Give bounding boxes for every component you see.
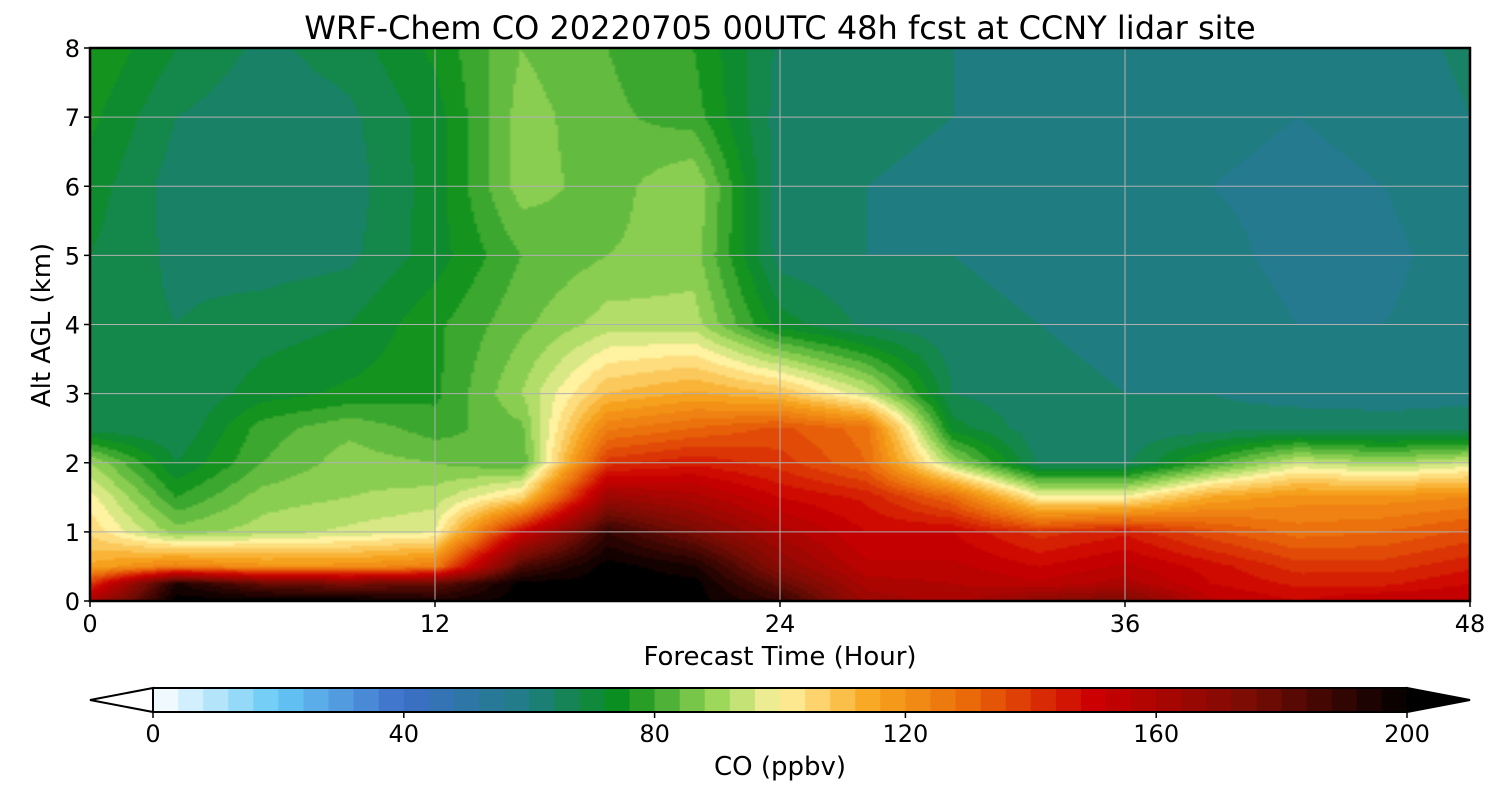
x-axis-label: Forecast Time (Hour) (643, 642, 916, 672)
colorbar-label: CO (ppbv) (714, 752, 846, 782)
colorbar-tick-label: 40 (389, 720, 420, 748)
colorbar-band (629, 688, 656, 712)
colorbar-band (378, 688, 405, 712)
colorbar-band (1306, 688, 1333, 712)
x-tick-label: 12 (420, 610, 451, 638)
y-axis: 0 1 2 3 4 5 6 7 8 (65, 35, 90, 616)
colorbar-band (1381, 688, 1407, 712)
y-tick-label: 4 (65, 312, 80, 340)
colorbar-tick-label: 0 (145, 720, 160, 748)
y-tick-label: 8 (65, 35, 80, 63)
colorbar-band (579, 688, 606, 712)
colorbar-band (278, 688, 305, 712)
y-tick-label: 7 (65, 104, 80, 132)
colorbar-band (554, 688, 580, 712)
colorbar-max-extension (1406, 686, 1471, 714)
colorbar-band (729, 688, 756, 712)
colorbar-band (679, 688, 706, 712)
x-tick-label: 48 (1455, 610, 1486, 638)
x-axis: 0 12 24 36 48 (82, 601, 1485, 638)
colorbar-band (1080, 688, 1107, 712)
colorbar: 0 40 80 120 160 200 CO (ppbv) (89, 686, 1471, 782)
colorbar-band (203, 688, 229, 712)
colorbar-band (1331, 688, 1358, 712)
colorbar-band (980, 688, 1007, 712)
colorbar-band (1231, 688, 1258, 712)
colorbar-band (805, 688, 831, 712)
colorbar-band (905, 688, 932, 712)
colorbar-band (353, 688, 380, 712)
colorbar-band (1181, 688, 1207, 712)
y-tick-label: 3 (65, 381, 80, 409)
colorbar-tick-label: 160 (1133, 720, 1179, 748)
colorbar-band (704, 688, 731, 712)
colorbar-tick-label: 200 (1384, 720, 1430, 748)
y-tick-label: 1 (65, 519, 80, 547)
colorbar-band (604, 688, 631, 712)
colorbar-band (930, 688, 957, 712)
colorbar-band (253, 688, 279, 712)
colorbar-band (754, 688, 781, 712)
y-tick-label: 0 (65, 588, 80, 616)
colorbar-band (428, 688, 455, 712)
y-axis-label: Alt AGL (km) (27, 243, 57, 407)
colorbar-band (1256, 688, 1283, 712)
colorbar-band (328, 688, 355, 712)
colorbar-band (1131, 688, 1157, 712)
colorbar-min-extension (89, 686, 154, 714)
colorbar-ticks: 0 40 80 120 160 200 (145, 712, 1430, 748)
colorbar-band (178, 688, 204, 712)
colorbar-band (1206, 688, 1233, 712)
colorbar-band (1106, 688, 1132, 712)
colorbar-tick-label: 80 (639, 720, 670, 748)
x-tick-label: 0 (82, 610, 97, 638)
colorbar-bands (153, 688, 1407, 712)
colorbar-band (654, 688, 681, 712)
colorbar-band (303, 688, 330, 712)
colorbar-band (153, 688, 179, 712)
colorbar-band (1005, 688, 1032, 712)
y-tick-label: 5 (65, 242, 80, 270)
colorbar-band (1156, 688, 1182, 712)
colorbar-band (453, 688, 480, 712)
colorbar-band (403, 688, 430, 712)
colorbar-band (855, 688, 881, 712)
colorbar-band (228, 688, 254, 712)
colorbar-band (504, 688, 530, 712)
colorbar-band (955, 688, 982, 712)
colorbar-band (830, 688, 856, 712)
colorbar-band (1281, 688, 1308, 712)
colorbar-band (880, 688, 906, 712)
colorbar-band (1055, 688, 1082, 712)
colorbar-band (529, 688, 555, 712)
y-tick-label: 6 (65, 173, 80, 201)
colorbar-band (479, 688, 505, 712)
x-tick-label: 36 (1110, 610, 1141, 638)
colorbar-band (1030, 688, 1057, 712)
colorbar-band (1356, 688, 1383, 712)
y-tick-label: 2 (65, 450, 80, 478)
colorbar-tick-label: 120 (882, 720, 928, 748)
x-tick-label: 24 (765, 610, 796, 638)
chart-title: WRF-Chem CO 20220705 00UTC 48h fcst at C… (304, 9, 1255, 47)
colorbar-band (780, 688, 806, 712)
